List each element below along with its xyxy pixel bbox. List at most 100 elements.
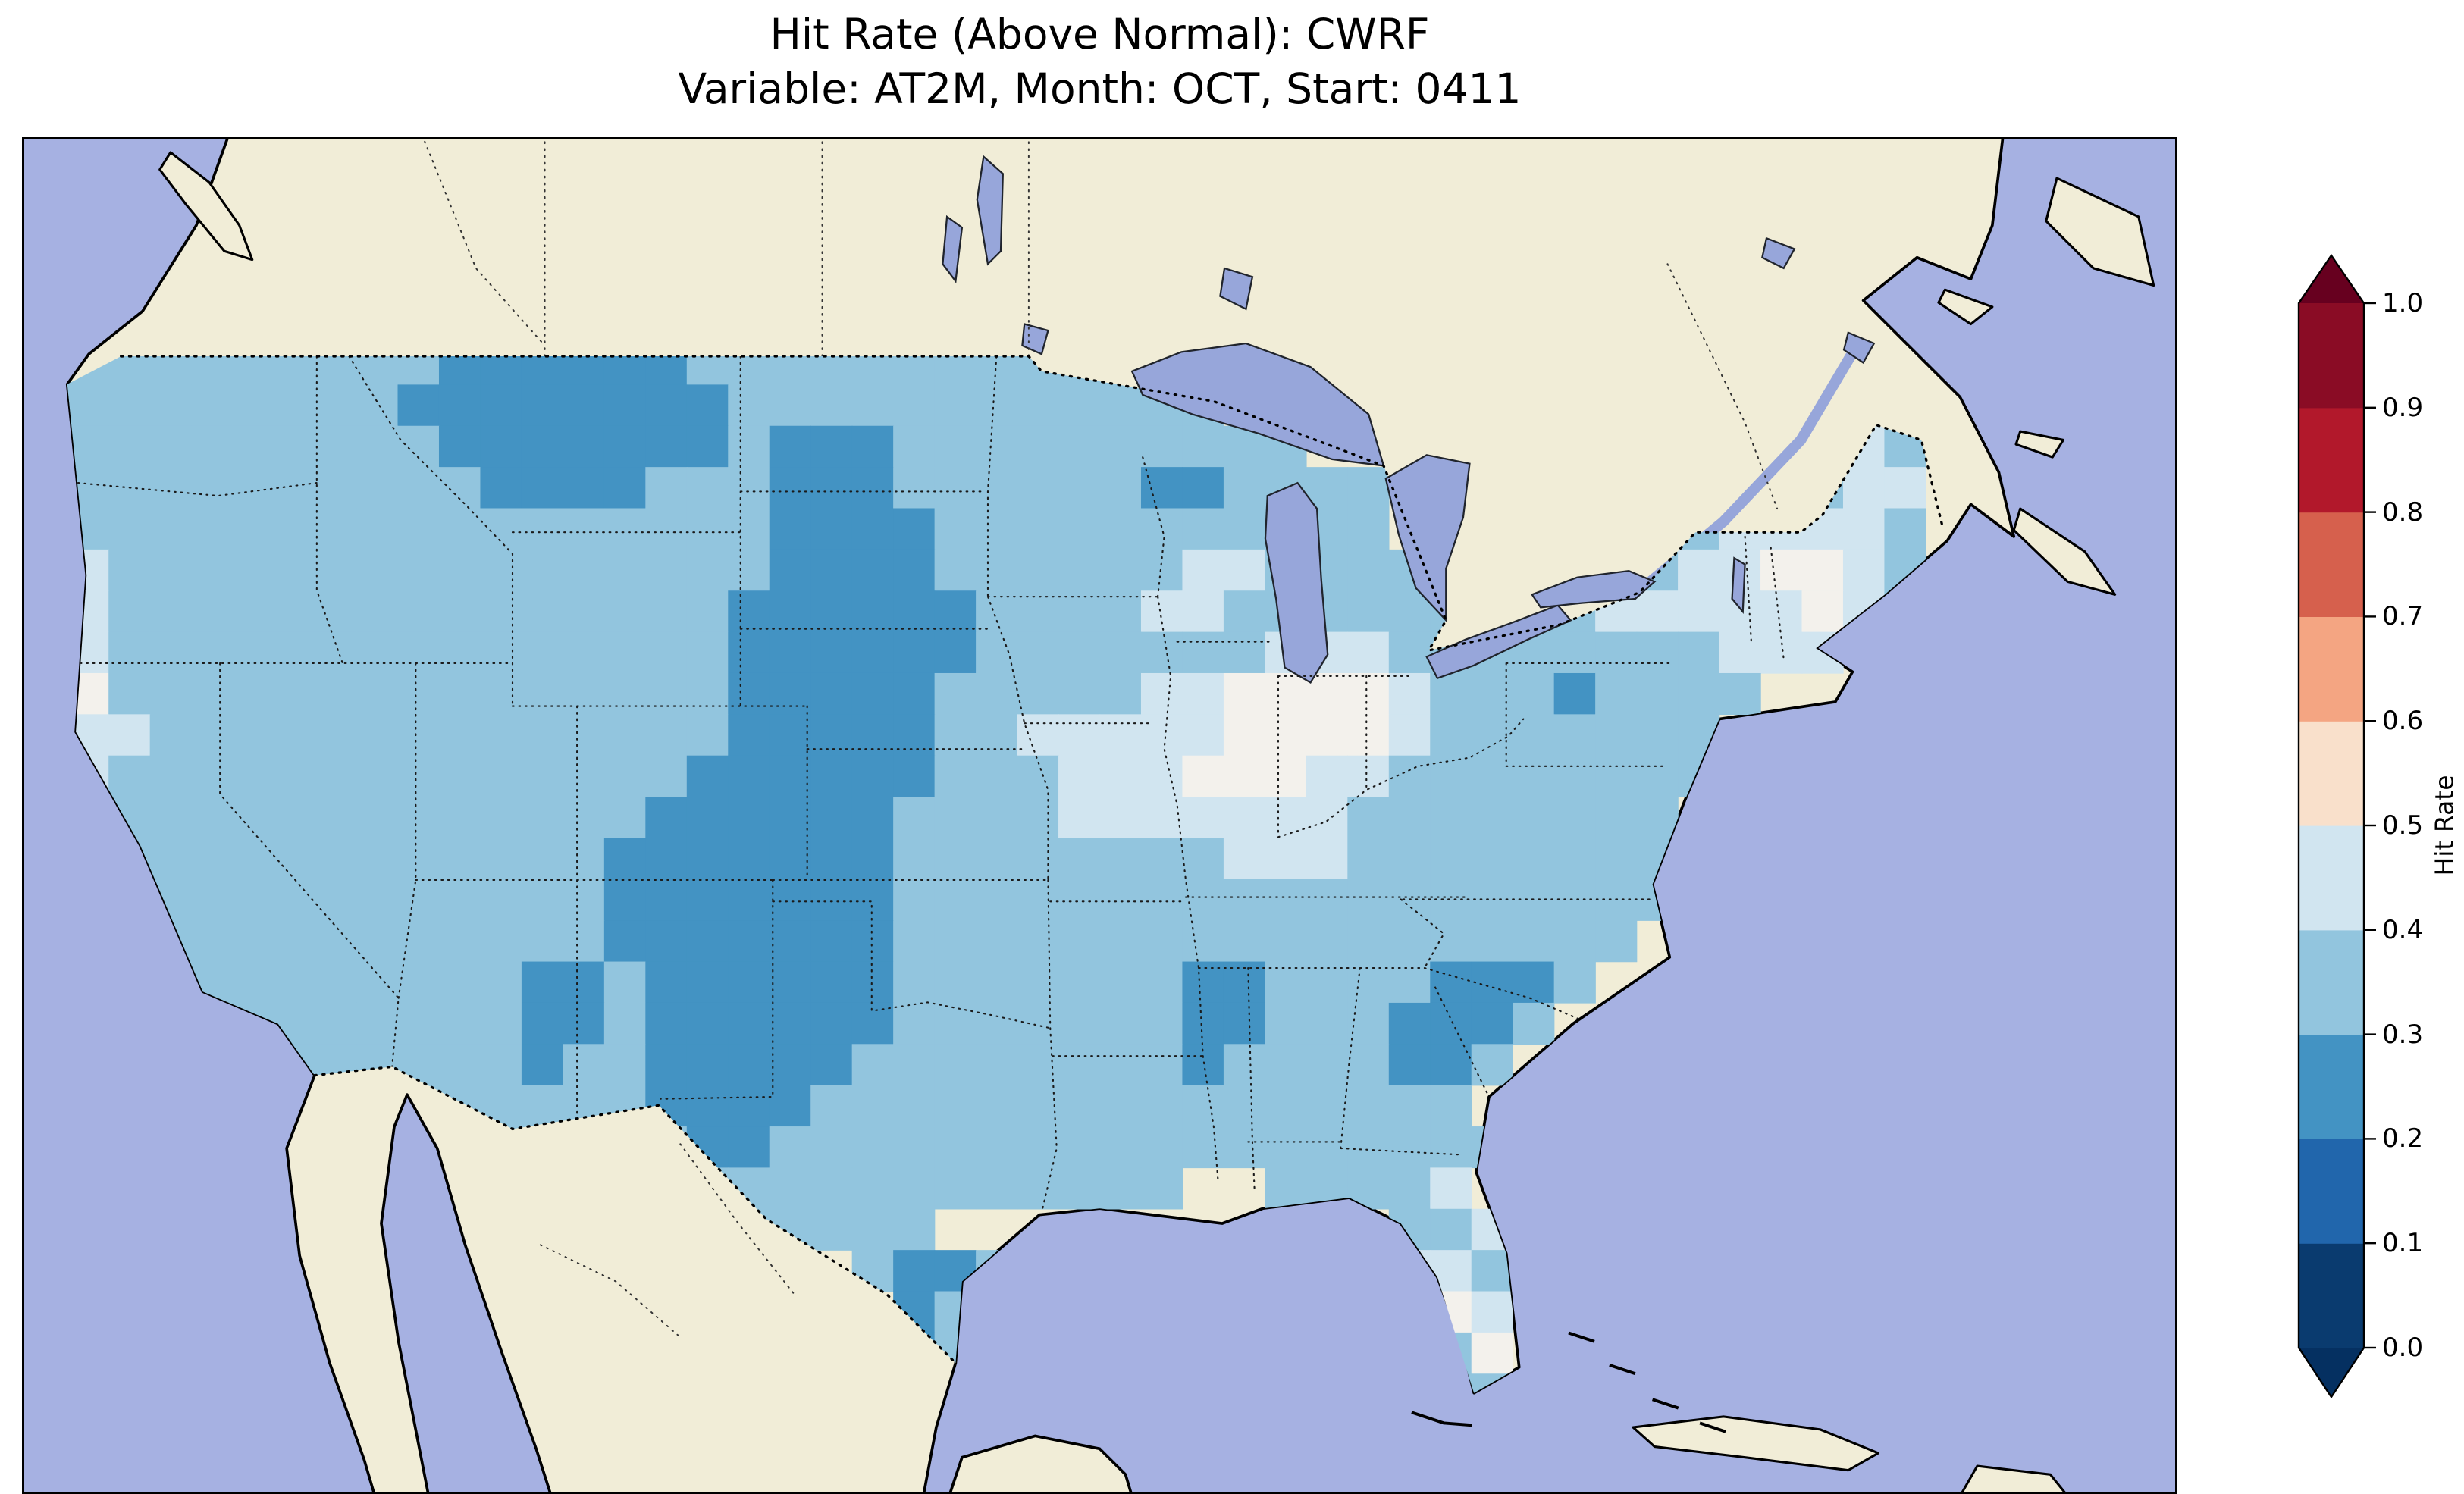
- hit-rate-cell: [232, 356, 274, 386]
- hit-rate-cell: [480, 961, 522, 1004]
- hit-rate-cell: [1182, 631, 1224, 674]
- hit-rate-cell: [232, 384, 274, 427]
- hit-rate-cell: [1017, 549, 1059, 591]
- hit-rate-cell: [521, 467, 564, 509]
- hit-rate-cell: [521, 797, 564, 839]
- hit-rate-cell: [1140, 961, 1183, 1004]
- hit-rate-cell: [191, 508, 234, 550]
- colorbar-segment: [2299, 721, 2364, 826]
- hit-rate-cell: [1017, 384, 1059, 427]
- hit-rate-cell: [521, 425, 564, 468]
- hit-rate-cell: [1223, 714, 1266, 756]
- hit-rate-cell: [976, 356, 1018, 386]
- hit-rate-cell: [976, 384, 1018, 427]
- hit-rate-cell: [397, 672, 440, 716]
- colorbar-tick-label: 0.4: [2382, 914, 2424, 945]
- hit-rate-cell: [521, 1044, 564, 1086]
- hit-rate-cell: [1553, 755, 1596, 797]
- hit-rate-cell: [1430, 714, 1472, 756]
- hit-rate-cell: [1017, 920, 1059, 963]
- hit-rate-cell: [108, 590, 151, 633]
- hit-rate-cell: [645, 920, 688, 963]
- hit-rate-cell: [976, 879, 1018, 921]
- hit-rate-cell: [356, 838, 399, 880]
- hit-rate-cell: [1430, 797, 1472, 839]
- hit-rate-cell: [1140, 467, 1183, 509]
- hit-rate-cell: [480, 631, 522, 674]
- hit-rate-cell: [934, 508, 977, 550]
- hit-rate-cell: [1099, 755, 1142, 797]
- hit-rate-cell: [1182, 961, 1224, 1004]
- hit-rate-cell: [1678, 549, 1720, 591]
- hit-rate-cell: [934, 1085, 977, 1127]
- hit-rate-cell: [769, 797, 811, 839]
- hit-rate-cell: [356, 879, 399, 921]
- hit-rate-cell: [603, 1002, 647, 1045]
- hit-rate-cell: [108, 755, 151, 797]
- hit-rate-cell: [356, 920, 399, 963]
- colorbar-tick-label: 1.0: [2382, 288, 2424, 318]
- hit-rate-cell: [438, 961, 481, 1004]
- hit-rate-cell: [1223, 1126, 1266, 1169]
- prince-edward-island: [2014, 430, 2065, 459]
- hit-rate-cell: [274, 961, 316, 1004]
- hit-rate-cell: [893, 1167, 936, 1210]
- hit-rate-cell: [521, 755, 564, 797]
- hit-rate-cell: [397, 1002, 440, 1045]
- hit-rate-cell: [438, 879, 481, 921]
- hit-rate-cell: [1223, 1085, 1266, 1127]
- hit-rate-cell: [1430, 672, 1472, 716]
- hit-rate-cell: [1017, 425, 1059, 468]
- canadian-lakes: [942, 155, 1876, 365]
- canada-province-borders: [423, 139, 1779, 510]
- hit-rate-cell: [232, 549, 274, 591]
- hit-rate-cell: [728, 879, 770, 921]
- hit-rate-cell: [356, 631, 399, 674]
- hit-rate-cell: [1430, 879, 1472, 921]
- lake-erie: [1425, 604, 1572, 680]
- hit-rate-cell: [810, 1044, 853, 1086]
- hit-rate-cell: [1678, 672, 1720, 716]
- hit-rate-cell: [480, 590, 522, 633]
- hit-rate-cell: [232, 714, 274, 756]
- hit-rate-cell: [1140, 755, 1183, 797]
- hit-rate-cell: [728, 920, 770, 963]
- hit-rate-cell: [149, 755, 192, 797]
- hit-rate-cell: [563, 714, 605, 756]
- hit-rate-cell: [686, 755, 729, 797]
- hit-rate-cell: [1058, 549, 1101, 591]
- hit-rate-cell: [603, 467, 647, 509]
- hit-rate-cell: [1347, 755, 1390, 797]
- hit-rate-cell: [1099, 425, 1142, 468]
- hit-rate-cell: [521, 508, 564, 550]
- hit-rate-cell: [1636, 631, 1679, 674]
- hit-rate-cell: [645, 672, 688, 716]
- hit-rate-cell: [1017, 590, 1059, 633]
- hit-rate-cell: [1265, 1126, 1307, 1169]
- hit-rate-cell: [769, 714, 811, 756]
- hit-rate-cell: [810, 590, 853, 633]
- hit-rate-cell: [1058, 1126, 1101, 1169]
- hit-rate-cell: [976, 590, 1018, 633]
- hit-rate-cell: [480, 672, 522, 716]
- hit-rate-cell: [1347, 1126, 1390, 1169]
- hit-rate-cell: [851, 961, 894, 1004]
- hit-rate-cell: [149, 356, 192, 386]
- colorbar-segment: [2299, 303, 2364, 409]
- hit-rate-cell: [645, 384, 688, 427]
- hit-rate-cell: [769, 879, 811, 921]
- hit-rate-cell: [645, 838, 688, 880]
- hit-rate-cell: [1636, 672, 1679, 716]
- hit-rate-cell: [1513, 961, 1555, 1004]
- hit-rate-cell: [1017, 797, 1059, 839]
- hit-rate-cell: [1430, 755, 1472, 797]
- map-axes: [22, 137, 2177, 1494]
- hit-rate-cell: [810, 508, 853, 550]
- hit-rate-cell: [1265, 1085, 1307, 1127]
- hit-rate-cell: [315, 920, 357, 963]
- hit-rate-cell: [1223, 879, 1266, 921]
- hit-rate-cell: [728, 384, 770, 427]
- colorbar-tick-label: 0.1: [2382, 1228, 2424, 1259]
- hit-rate-cell: [769, 631, 811, 674]
- yucatan-land: [948, 1434, 1133, 1492]
